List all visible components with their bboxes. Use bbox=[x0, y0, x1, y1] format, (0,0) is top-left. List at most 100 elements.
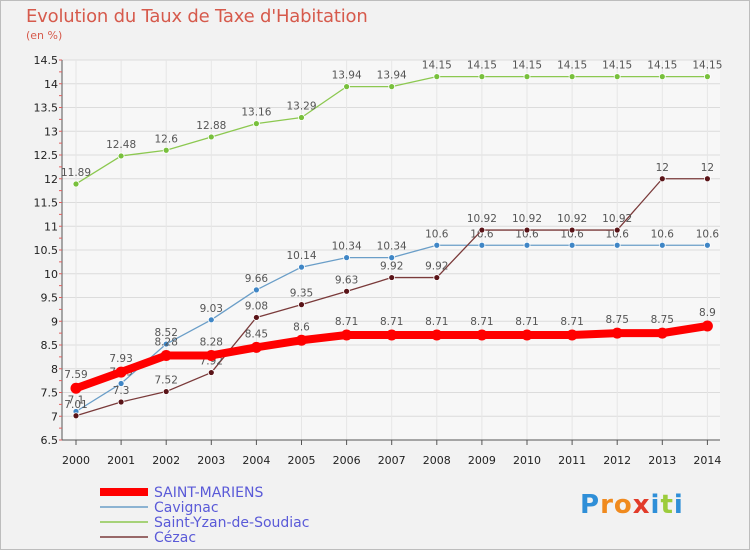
logo-letter: r bbox=[600, 490, 614, 520]
x-tick-label: 2010 bbox=[513, 454, 541, 467]
data-label: 8.71 bbox=[335, 316, 358, 328]
data-label: 8.71 bbox=[470, 316, 493, 328]
data-label: 14.15 bbox=[467, 60, 497, 72]
data-label: 9.35 bbox=[290, 288, 313, 300]
data-point bbox=[478, 73, 486, 81]
data-label: 10.14 bbox=[286, 250, 316, 262]
data-point bbox=[476, 329, 488, 341]
data-point bbox=[160, 349, 172, 361]
data-label: 7.59 bbox=[64, 369, 87, 381]
data-point bbox=[658, 175, 666, 183]
data-point bbox=[701, 320, 713, 332]
data-label: 13.94 bbox=[332, 70, 362, 82]
x-tick-label: 2009 bbox=[468, 454, 496, 467]
data-label: 14.15 bbox=[512, 60, 542, 72]
data-label: 8.52 bbox=[155, 327, 178, 339]
data-label: 10.6 bbox=[515, 228, 539, 240]
y-tick-label: 7.5 bbox=[41, 387, 59, 400]
data-label: 9.03 bbox=[200, 303, 223, 315]
x-tick-label: 2008 bbox=[423, 454, 451, 467]
data-point bbox=[658, 73, 666, 81]
y-tick-label: 13 bbox=[44, 125, 58, 138]
data-label: 11.89 bbox=[61, 167, 91, 179]
data-point bbox=[388, 254, 396, 262]
x-tick-label: 2007 bbox=[378, 454, 406, 467]
logo-letter: t bbox=[660, 490, 674, 520]
data-point bbox=[72, 412, 80, 420]
legend-label: Cavignac bbox=[154, 500, 219, 516]
data-label: 12 bbox=[701, 162, 714, 174]
data-point bbox=[115, 366, 127, 378]
y-tick-label: 13.5 bbox=[34, 102, 59, 115]
data-point bbox=[704, 241, 711, 249]
data-label: 8.71 bbox=[515, 316, 538, 328]
x-tick-label: 2013 bbox=[648, 454, 676, 467]
y-tick-label: 12 bbox=[44, 173, 58, 186]
y-tick-label: 8.5 bbox=[41, 339, 59, 352]
data-point bbox=[523, 73, 531, 81]
legend-label: Saint-Yzan-de-Soudiac bbox=[154, 515, 309, 531]
data-label: 10.6 bbox=[606, 228, 630, 240]
data-point bbox=[568, 73, 576, 81]
data-point bbox=[162, 340, 170, 348]
data-label: 10.92 bbox=[467, 213, 497, 225]
y-tick-label: 14.5 bbox=[34, 54, 59, 67]
data-point bbox=[117, 398, 125, 406]
legend-label: SAINT-MARIENS bbox=[154, 485, 263, 501]
data-point bbox=[296, 334, 307, 346]
data-point bbox=[478, 226, 486, 234]
y-tick-label: 6.5 bbox=[41, 434, 59, 447]
data-point bbox=[613, 73, 621, 81]
data-point bbox=[72, 180, 80, 188]
data-point bbox=[341, 329, 353, 341]
x-tick-label: 2000 bbox=[62, 454, 90, 467]
data-point bbox=[613, 226, 621, 234]
data-label: 10.92 bbox=[602, 213, 632, 225]
data-point bbox=[343, 254, 351, 262]
y-tick-label: 12.5 bbox=[34, 149, 59, 162]
data-label: 12.88 bbox=[196, 120, 226, 132]
data-label: 7.3 bbox=[113, 385, 130, 397]
y-tick-label: 11 bbox=[44, 220, 58, 233]
data-label: 7.01 bbox=[64, 399, 87, 411]
y-axis-unit: (en %) bbox=[26, 29, 63, 42]
data-point bbox=[613, 241, 621, 249]
data-point bbox=[433, 241, 441, 249]
data-point bbox=[252, 314, 260, 321]
data-label: 10.92 bbox=[512, 213, 542, 225]
data-point bbox=[568, 226, 576, 234]
data-point bbox=[252, 120, 260, 128]
x-tick-label: 2014 bbox=[693, 454, 721, 467]
logo-letter: P bbox=[580, 490, 601, 520]
data-label: 9.92 bbox=[380, 261, 403, 273]
data-point bbox=[656, 327, 668, 339]
data-label: 14.15 bbox=[602, 60, 632, 72]
data-point bbox=[388, 274, 396, 281]
data-label: 13.16 bbox=[241, 107, 271, 119]
data-point bbox=[566, 329, 578, 341]
data-point bbox=[205, 349, 217, 361]
data-point bbox=[386, 329, 398, 341]
data-point bbox=[162, 388, 170, 395]
data-label: 8.75 bbox=[606, 314, 629, 326]
x-tick-label: 2005 bbox=[288, 454, 316, 467]
logo-letter: i bbox=[650, 490, 661, 520]
data-label: 10.6 bbox=[470, 228, 494, 240]
data-point bbox=[388, 83, 396, 90]
data-point bbox=[523, 241, 531, 249]
data-label: 9.63 bbox=[335, 274, 358, 286]
data-label: 8.75 bbox=[651, 314, 674, 326]
data-point bbox=[478, 241, 486, 249]
data-label: 7.52 bbox=[155, 375, 178, 387]
data-point bbox=[433, 73, 441, 81]
x-tick-label: 2004 bbox=[242, 454, 270, 467]
data-point bbox=[433, 274, 441, 281]
x-tick-label: 2011 bbox=[558, 454, 586, 467]
data-point bbox=[298, 114, 305, 121]
data-point bbox=[523, 226, 531, 234]
chart-title: Evolution du Taux de Taxe d'Habitation bbox=[26, 6, 368, 27]
data-label: 8.71 bbox=[560, 316, 583, 328]
data-point bbox=[298, 301, 305, 309]
data-point bbox=[343, 83, 351, 90]
data-point bbox=[117, 380, 125, 387]
